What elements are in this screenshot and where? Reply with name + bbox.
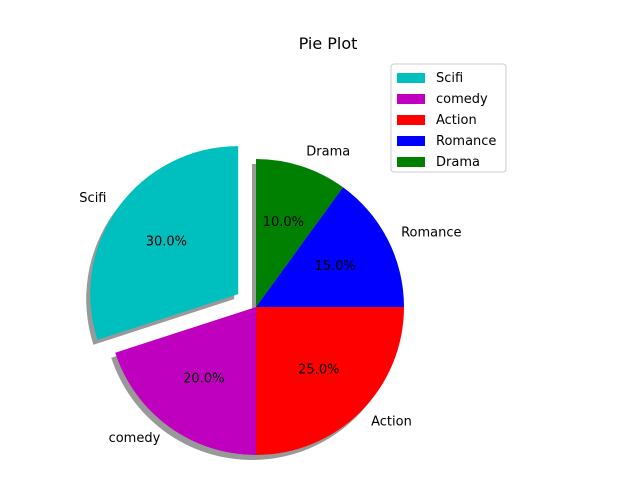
slice-label-romance: Romance bbox=[401, 226, 461, 241]
legend: Scifi comedy Action Romance Drama bbox=[390, 63, 507, 173]
legend-swatch-romance bbox=[397, 136, 425, 146]
slice-label-scifi: Scifi bbox=[79, 191, 106, 206]
slice-label-comedy: comedy bbox=[109, 431, 161, 446]
slice-pct-romance: 15.0% bbox=[314, 259, 355, 274]
slice-romance bbox=[256, 187, 404, 307]
legend-swatch-action bbox=[397, 115, 425, 125]
slice-pct-comedy: 20.0% bbox=[183, 371, 224, 386]
slice-action bbox=[256, 307, 404, 455]
slice-pct-drama: 10.0% bbox=[263, 215, 304, 230]
slice-scifi bbox=[90, 146, 239, 340]
slice-label-drama: Drama bbox=[306, 145, 350, 160]
legend-label-action: Action bbox=[436, 113, 477, 128]
chart-title: Pie Plot bbox=[299, 34, 358, 53]
legend-label-romance: Romance bbox=[436, 134, 496, 149]
slice-drama bbox=[256, 159, 343, 307]
legend-swatch-drama bbox=[397, 157, 425, 167]
slice-pct-action: 25.0% bbox=[298, 362, 339, 377]
legend-label-scifi: Scifi bbox=[436, 71, 463, 86]
legend-label-comedy: comedy bbox=[436, 92, 488, 107]
legend-swatch-scifi bbox=[397, 73, 425, 83]
slice-pct-scifi: 30.0% bbox=[146, 234, 187, 249]
slice-label-action: Action bbox=[371, 415, 412, 430]
slice-comedy bbox=[115, 307, 257, 455]
legend-label-drama: Drama bbox=[436, 155, 480, 170]
pie-slices bbox=[90, 146, 404, 455]
slice-labels: Scifi 30.0% comedy 20.0% Action 25.0% Romance 1… bbox=[79, 145, 461, 447]
legend-swatch-comedy bbox=[397, 94, 425, 104]
